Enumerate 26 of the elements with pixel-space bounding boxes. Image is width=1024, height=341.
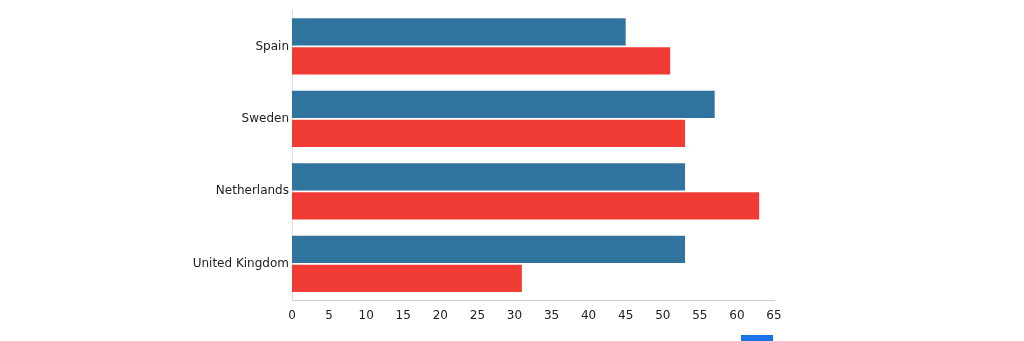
x-tick-label: 25 <box>469 308 486 323</box>
x-tick-label: 50 <box>655 308 671 323</box>
bar <box>292 264 522 292</box>
x-tick-label: 0 <box>288 308 296 323</box>
bar <box>292 18 626 46</box>
bar <box>292 47 671 75</box>
x-tick-label: 20 <box>432 308 448 323</box>
y-tick-label: Sweden <box>241 111 289 125</box>
bar <box>292 235 686 263</box>
x-tick-label: 60 <box>729 308 745 323</box>
bar <box>292 119 686 147</box>
y-tick-label: United Kingdom <box>192 255 289 270</box>
bar <box>292 90 715 119</box>
x-tick-label: 55 <box>692 308 708 323</box>
x-tick-label: 65 <box>766 308 782 323</box>
x-tick-label: 15 <box>395 308 411 323</box>
x-tick-label: 45 <box>618 308 634 323</box>
bar <box>292 192 760 220</box>
x-tick-label: 5 <box>325 308 333 323</box>
y-tick-label: Spain <box>255 38 289 53</box>
bar <box>292 163 686 191</box>
x-tick-label: 40 <box>580 308 597 323</box>
x-tick-label: 30 <box>506 308 523 323</box>
x-tick-label: 10 <box>358 308 374 323</box>
y-tick-label: Netherlands <box>215 183 289 198</box>
x-tick-label: 35 <box>543 308 560 323</box>
